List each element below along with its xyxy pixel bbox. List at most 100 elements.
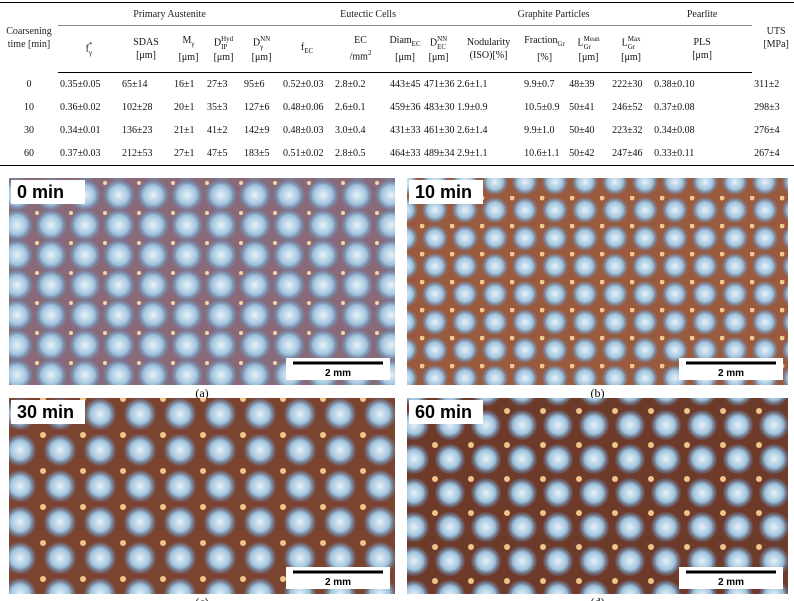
column-header: D NN γ [μm]	[242, 25, 282, 73]
header-unit-line: /mm2	[334, 47, 387, 63]
header-main: D	[252, 36, 261, 48]
header-row: f * γ SDAS [μm] Mγ [μm] D Hyd IP [μm] D NN γ [μm] fEC EC…	[0, 25, 794, 73]
table-cell: 47±5	[205, 142, 242, 166]
table-body: 0 0.35±0.05 65±14 16±1 27±3 95±6 0.52±0.03 2.8±…	[0, 73, 794, 166]
header-line: FractionGr	[523, 34, 566, 51]
header-unit: [%]	[537, 52, 553, 63]
table-cell: 464±33	[388, 142, 423, 166]
table-cell: 2.8±0.5	[333, 142, 389, 166]
table-cell: 443±45	[390, 79, 421, 90]
group-header: Primary Austenite	[58, 2, 282, 26]
table-cell: 2.6±0.1	[335, 102, 366, 113]
table-cell: 27±1	[172, 142, 205, 166]
table-cell: 0.38±0.10	[654, 79, 695, 90]
table-cell: 0.34±0.08	[654, 125, 695, 136]
header-line: D NN γ	[243, 35, 280, 51]
column-header: D Hyd IP [μm]	[205, 25, 242, 73]
header-unit-line: [μm]	[653, 49, 751, 62]
header-main: L	[577, 36, 584, 48]
caption: (c)	[195, 595, 208, 601]
table-cell: 212±53	[120, 142, 172, 166]
table-cell: 0.35±0.05	[60, 79, 101, 90]
table-cell: 41±2	[207, 125, 228, 136]
table-cell: 65±14	[122, 79, 148, 90]
header-line: D NN EC	[423, 35, 454, 51]
caption: (b)	[591, 386, 605, 400]
table-cell: 30	[24, 125, 34, 136]
header-line: D Hyd IP	[206, 35, 241, 51]
header-unit: /mm	[349, 51, 368, 63]
header-sub: Gr	[583, 42, 592, 51]
scale-label: 2 mm	[325, 577, 351, 588]
table-cell: 267±4	[752, 142, 794, 166]
header-unit-line: [μm]	[206, 51, 241, 64]
header-sub: EC	[411, 40, 421, 48]
header-sup: Hyd	[221, 34, 234, 43]
header-unit-line: [μm]	[121, 49, 171, 62]
group-row: Coarsening time [min] Primary Austenite Eu…	[0, 2, 794, 73]
header-main: f	[300, 41, 305, 53]
header-script: NN γ	[260, 35, 270, 51]
header-unit: [MPa]	[763, 38, 789, 50]
header-sub: EC	[304, 46, 314, 55]
header-line: Coarsening time [min]	[1, 25, 57, 51]
caption: (d)	[591, 595, 605, 601]
table-cell: 246±52	[612, 102, 643, 113]
header-unit: [μm]	[251, 51, 272, 63]
table-cell: 102±28	[122, 102, 153, 113]
caption: (a)	[195, 386, 208, 400]
table-cell: 0.37±0.03	[58, 142, 120, 166]
micrograph	[9, 178, 395, 385]
micrograph	[9, 398, 395, 594]
header-unit-line: [%]	[523, 51, 566, 64]
header-unit-line: [μm]	[243, 51, 280, 64]
header-unit: (ISO)[%]	[469, 50, 508, 61]
header-unit: [μm]	[178, 52, 199, 63]
column-header: EC/mm2	[333, 25, 389, 73]
table-cell: 0.33±0.11	[652, 142, 753, 166]
header-line: UTS	[753, 25, 794, 38]
image-label: 0 min	[17, 182, 64, 202]
header-line: PLS	[653, 36, 751, 49]
table-cell: 247±46	[610, 142, 653, 166]
table-cell: 50±40	[569, 125, 595, 136]
header-unit-sup: 2	[367, 49, 372, 58]
label-box	[11, 400, 85, 424]
table-cell: 471±36	[424, 79, 455, 90]
header-script: Mean Gr	[584, 35, 600, 51]
table-wrap: Coarsening time [min] Primary Austenite Eu…	[0, 0, 794, 172]
table-cell: 222±30	[612, 79, 643, 90]
scale-label: 2 mm	[325, 368, 351, 379]
header-unit-line: [MPa]	[753, 38, 794, 51]
column-header: FractionGr [%]	[522, 25, 568, 73]
header-main: D	[429, 36, 438, 48]
micrograph	[407, 398, 788, 594]
column-header: f * γ	[58, 25, 120, 73]
table-cell: 2.6±1.1	[457, 79, 488, 90]
table-cell: 2.8±0.2	[335, 79, 366, 90]
header-main: PLS	[693, 37, 711, 48]
table-cell: 0	[26, 78, 32, 90]
image-label: 10 min	[415, 182, 472, 202]
header-main: Fraction	[524, 35, 558, 46]
group-header: Graphite Particles	[455, 2, 653, 26]
header-main: L	[621, 36, 628, 48]
label-box	[409, 400, 483, 424]
table-cell: 9.9±1.0	[524, 125, 555, 136]
table-cell: 21±1	[174, 125, 195, 136]
table-cell: 2.6±1.4	[457, 125, 488, 136]
table-cell: 0.34±0.01	[60, 125, 101, 136]
table-cell: 1.9±0.9	[457, 102, 488, 113]
column-header: L Max Gr [μm]	[610, 25, 653, 73]
column-header: DiamEC [μm]	[388, 25, 423, 73]
header-sup: Max	[627, 34, 641, 43]
header-line: DiamEC	[389, 34, 421, 51]
header-script: NN EC	[437, 35, 447, 51]
header-main: Nodularity	[466, 37, 511, 48]
header-main: D	[213, 36, 222, 48]
header-sub: IP	[221, 42, 228, 51]
header-sub: Gr	[627, 42, 636, 51]
table-cell: 223±32	[612, 125, 643, 136]
